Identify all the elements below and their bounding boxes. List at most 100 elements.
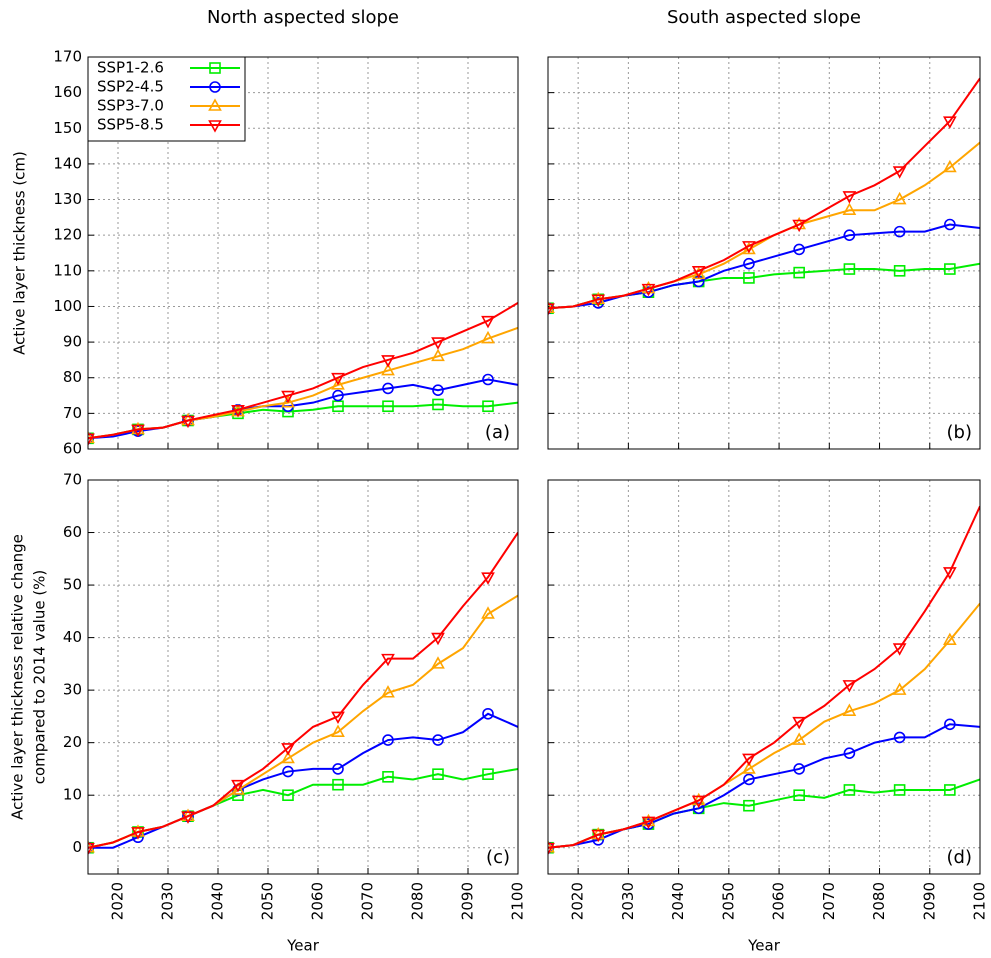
marker	[843, 747, 856, 759]
legend-marker	[208, 120, 222, 133]
marker	[743, 257, 755, 270]
x-tick-label: 2060	[770, 882, 788, 920]
plot-frame	[87, 479, 519, 875]
x-tick-label: 2090	[920, 882, 938, 920]
marker	[892, 191, 907, 205]
marker	[943, 567, 957, 580]
marker	[743, 272, 755, 284]
marker	[281, 743, 295, 756]
plot-frame	[547, 56, 981, 450]
series-line	[88, 302, 518, 440]
series-line	[548, 602, 980, 849]
panel-label: (c)	[486, 847, 510, 868]
x-tick-label: 2050	[719, 882, 737, 920]
x-tick-label: 2030	[159, 882, 177, 920]
x-tick-label: 2030	[619, 882, 637, 920]
marker	[842, 680, 857, 693]
panel-label: (b)	[947, 422, 972, 443]
marker	[944, 718, 956, 731]
marker	[331, 724, 345, 737]
marker	[893, 265, 906, 277]
marker	[943, 116, 957, 129]
x-tick-label: 2090	[459, 882, 477, 920]
x-axis-label: Year	[286, 937, 320, 955]
marker	[381, 685, 395, 698]
marker	[331, 372, 345, 386]
marker	[591, 829, 606, 843]
series-line	[88, 712, 518, 849]
y-tick-label: 70	[63, 471, 82, 489]
marker	[381, 653, 395, 667]
marker	[432, 384, 444, 397]
marker	[843, 784, 856, 796]
series-line	[88, 401, 518, 440]
marker	[381, 362, 395, 376]
marker	[843, 263, 856, 275]
marker	[131, 424, 145, 438]
marker	[482, 373, 494, 386]
marker	[792, 732, 807, 745]
marker	[481, 330, 495, 344]
marker	[482, 707, 494, 720]
y-tick-label: 50	[63, 576, 82, 594]
legend-label: SSP1-2.6	[97, 59, 164, 77]
plot-area	[548, 505, 980, 856]
marker	[231, 782, 245, 795]
marker	[382, 400, 394, 413]
marker	[893, 731, 906, 744]
marker	[892, 643, 907, 656]
x-tick-label: 2060	[309, 882, 327, 920]
y-tick-label: 0	[72, 838, 82, 856]
marker	[641, 283, 656, 297]
x-tick-label: 2100	[971, 882, 989, 920]
plot-area	[548, 77, 980, 316]
plot-frame	[547, 479, 981, 875]
x-axis-label: Year	[747, 937, 781, 955]
y-tick-label: 40	[63, 628, 82, 646]
x-tick-label: 2070	[820, 882, 838, 920]
marker	[482, 768, 494, 780]
y-tick-label: 90	[63, 333, 82, 351]
marker	[944, 784, 956, 796]
series-line	[88, 378, 518, 440]
legend-label: SSP2-4.5	[97, 78, 164, 96]
marker	[892, 166, 907, 179]
marker	[842, 703, 857, 716]
marker	[282, 765, 294, 778]
marker	[893, 784, 906, 796]
marker	[432, 768, 444, 780]
marker	[431, 348, 445, 362]
marker	[281, 750, 295, 764]
marker	[742, 761, 756, 774]
marker	[641, 816, 656, 830]
y-tick-label: 110	[53, 261, 82, 279]
x-tick-label: 2100	[509, 882, 527, 920]
marker	[332, 763, 344, 775]
marker	[332, 778, 344, 791]
marker	[743, 799, 755, 812]
marker	[131, 827, 145, 840]
marker	[432, 734, 444, 746]
plot-area	[88, 531, 518, 856]
x-tick-label: 2080	[870, 882, 888, 920]
series-line	[548, 77, 980, 310]
marker	[181, 811, 195, 824]
marker	[843, 229, 856, 241]
marker	[793, 763, 805, 775]
y-axis-label: Active layer thickness relative change	[9, 534, 27, 820]
y-tick-label: 130	[53, 190, 82, 208]
marker	[481, 572, 495, 585]
marker	[381, 355, 395, 368]
x-tick-label: 2050	[259, 882, 277, 920]
marker	[432, 398, 444, 411]
panel-title: North aspected slope	[207, 7, 399, 28]
marker	[692, 802, 705, 815]
y-axis-label: compared to 2014 value (%)	[31, 570, 49, 785]
series-line	[548, 141, 980, 310]
y-tick-label: 120	[53, 226, 82, 244]
marker	[331, 377, 345, 390]
plot-frame	[87, 56, 519, 450]
marker	[892, 682, 907, 695]
marker	[282, 789, 294, 802]
y-tick-label: 10	[63, 786, 82, 804]
